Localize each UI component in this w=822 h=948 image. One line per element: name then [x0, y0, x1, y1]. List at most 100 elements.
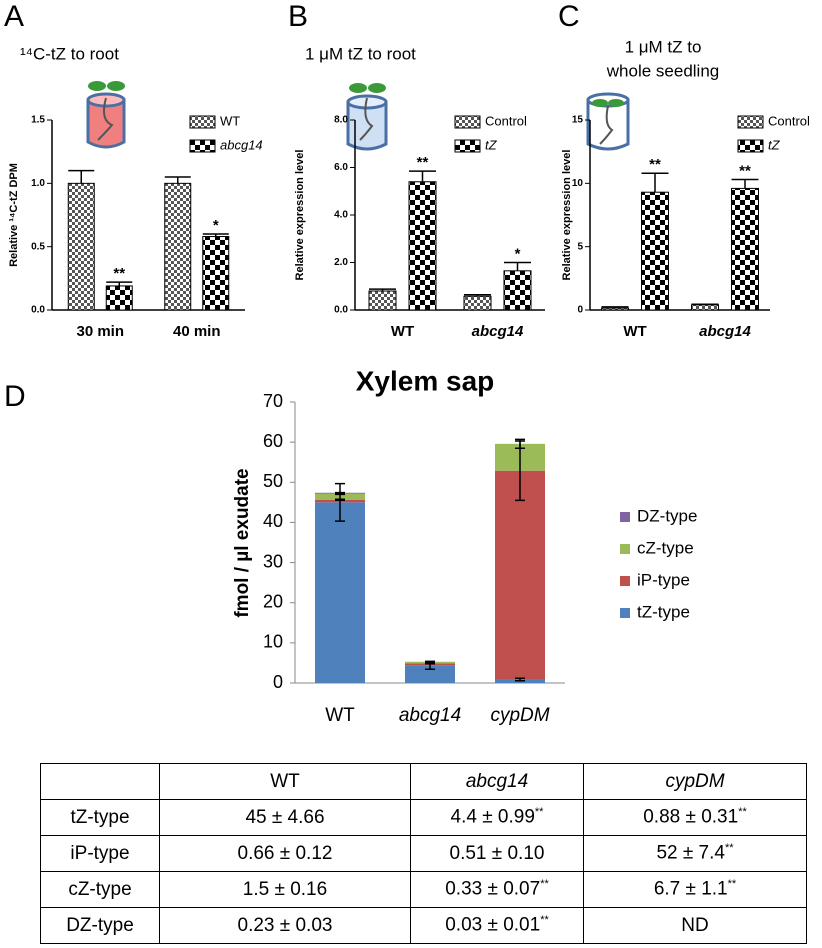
y-tick-label: 4.0	[334, 210, 348, 221]
bar	[691, 304, 719, 311]
bar-segment	[315, 502, 365, 683]
bar	[164, 182, 192, 311]
legend-label: Control	[485, 113, 527, 128]
table-cell: 1.5 ± 0.16	[159, 871, 411, 908]
legend-swatch	[454, 139, 481, 153]
legend-swatch	[620, 512, 630, 522]
y-tick-label: 40	[263, 511, 283, 531]
x-tick-label: 30 min	[76, 323, 124, 340]
y-tick-label: 5	[577, 241, 583, 252]
header-cell: abcg14	[410, 763, 584, 800]
cell-value: 0.51 ± 0.10	[449, 842, 545, 864]
error-bar	[504, 261, 531, 271]
bar	[105, 285, 133, 311]
table-cell: 0.33 ± 0.07**	[410, 871, 584, 908]
legend-swatch	[189, 139, 216, 153]
legend-label: abcg14	[220, 137, 263, 152]
y-tick-label: 1.0	[31, 178, 45, 189]
significance: **	[738, 806, 747, 819]
y-tick-label: 10	[572, 178, 584, 189]
cell-value: 4.4 ± 0.99	[450, 806, 535, 828]
header-cell: WT	[159, 763, 411, 800]
legend-swatch	[189, 115, 216, 129]
bar-segment	[495, 470, 545, 680]
y-tick-label: 2.0	[334, 257, 348, 268]
error-bar	[515, 438, 525, 449]
y-tick-label: 0.0	[334, 305, 348, 316]
figure: A ¹⁴C-tZ to root Relative ¹⁴C-tZ DPM 0.0 0.5…	[4, 0, 810, 726]
bar	[368, 290, 397, 311]
x-tick-label: abcg14	[399, 705, 461, 726]
significance: *	[515, 245, 521, 262]
bar	[641, 191, 669, 311]
x-tick-label: WT	[391, 323, 414, 340]
table-row: cZ-type 1.5 ± 0.16 0.33 ± 0.07** 6.7 ± 1.1*…	[40, 871, 807, 908]
significance: *	[213, 217, 219, 234]
chart-title: 1 μM tZ to	[625, 37, 702, 56]
y-axis-label: fmol / µl exudate	[232, 468, 253, 617]
table-cell: 0.03 ± 0.01**	[410, 907, 584, 944]
legend-swatch	[620, 576, 630, 586]
y-tick-label: 6.0	[334, 162, 348, 173]
error-bar	[601, 306, 629, 309]
legend-label: DZ-type	[637, 506, 697, 525]
bar	[67, 182, 95, 311]
table-cell: 4.4 ± 0.99**	[410, 799, 584, 836]
row-label: cZ-type	[40, 871, 160, 908]
error-bar	[369, 288, 396, 291]
y-axis-label: Relative ¹⁴C-tZ DPM	[8, 163, 20, 267]
cell-value: 6.7 ± 1.1	[653, 878, 728, 900]
significance: **	[417, 154, 429, 171]
bar	[731, 187, 759, 311]
y-tick-label: 30	[263, 551, 283, 571]
significance: **	[540, 914, 549, 927]
significance: **	[724, 842, 734, 855]
y-tick-label: 60	[263, 431, 283, 451]
y-tick-label: 50	[263, 471, 283, 491]
legend-swatch	[737, 115, 764, 129]
error-bar	[202, 233, 229, 237]
chart-title: whole seedling	[606, 61, 719, 80]
table-cell: 0.51 ± 0.10	[410, 835, 584, 872]
panel-letter: C	[558, 0, 580, 33]
error-bar	[164, 176, 191, 184]
row-label: tZ-type	[40, 799, 160, 836]
x-tick-label: 40 min	[173, 323, 221, 340]
y-axis-label: Relative expression level	[294, 150, 306, 281]
y-tick-label: 1.5	[31, 115, 45, 126]
error-bar	[641, 172, 669, 193]
significance: **	[727, 878, 737, 891]
panel-letter: D	[4, 380, 26, 413]
legend-swatch	[454, 115, 481, 129]
error-bar	[464, 294, 491, 297]
cell-value: 0.33 ± 0.07	[445, 878, 541, 900]
error-bar	[409, 170, 436, 182]
y-axis-label: Relative expression level	[561, 150, 573, 281]
header-row: WT abcg14 cypDM	[40, 763, 807, 800]
error-bar	[515, 677, 525, 682]
error-bar	[335, 482, 345, 522]
row-label: iP-type	[40, 835, 160, 872]
table-cell: 0.23 ± 0.03	[159, 907, 411, 944]
y-tick-label: 8.0	[334, 115, 348, 126]
cell-value: 0.23 ± 0.03	[237, 914, 333, 936]
error-bar	[106, 281, 133, 286]
y-tick-label: 0	[577, 305, 583, 316]
panel-letter: A	[4, 0, 24, 33]
cell-value: 1.5 ± 0.16	[242, 878, 328, 900]
legend-swatch	[737, 139, 764, 153]
error-bar	[68, 169, 95, 184]
bar	[601, 307, 629, 311]
table-row: iP-type 0.66 ± 0.12 0.51 ± 0.10 52 ± 7.4**	[40, 835, 807, 872]
significance: **	[739, 163, 751, 180]
y-tick-label: 0.5	[31, 241, 45, 252]
x-tick-label: abcg14	[472, 323, 524, 340]
y-tick-label: 20	[263, 591, 283, 611]
error-bar	[335, 498, 345, 501]
bar	[202, 236, 230, 311]
y-tick-label: 15	[572, 115, 584, 126]
y-tick-label: 0	[273, 672, 283, 692]
error-bar	[731, 178, 759, 189]
table-cell: 52 ± 7.4**	[583, 835, 807, 872]
